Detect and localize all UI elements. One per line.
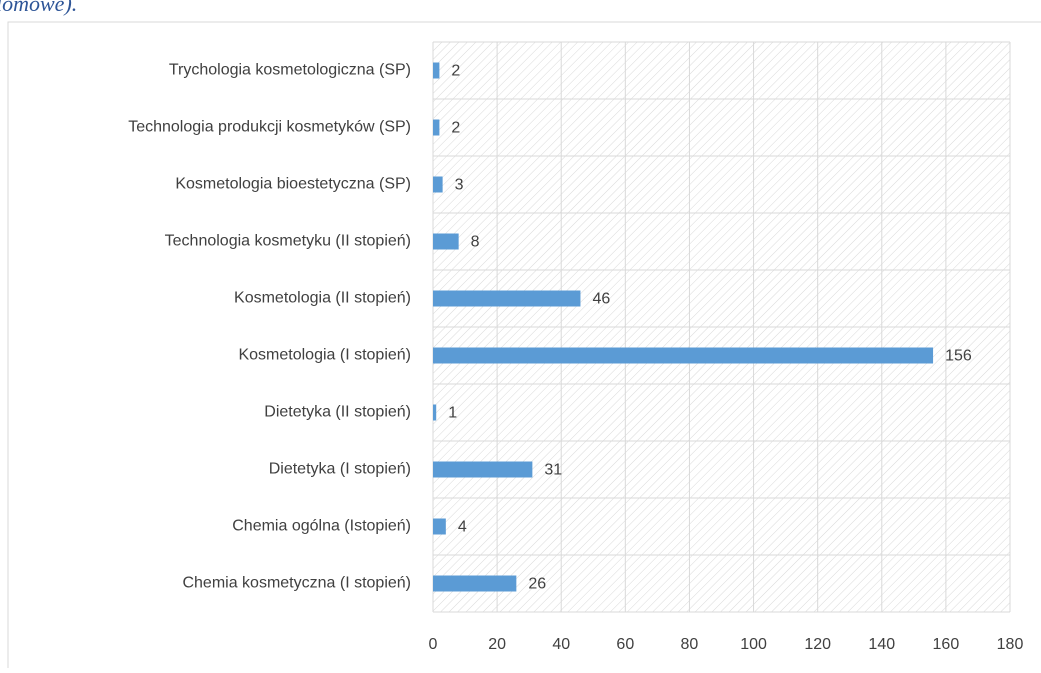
- x-tick-label: 180: [997, 636, 1024, 653]
- chart-title: lomowe).: [0, 0, 77, 16]
- bar: [433, 62, 440, 79]
- bar: [433, 233, 459, 250]
- data-label: 2: [451, 120, 460, 137]
- y-tick-label: Dietetyka (I stopień): [269, 461, 411, 478]
- x-tick-label: 140: [868, 636, 895, 653]
- data-label: 31: [544, 462, 562, 479]
- y-tick-label: Kosmetologia (II stopień): [234, 290, 411, 307]
- data-label: 46: [592, 291, 610, 308]
- bar: [433, 347, 934, 364]
- bar: [433, 119, 440, 136]
- bar: [433, 518, 446, 535]
- x-tick-label: 160: [933, 636, 960, 653]
- y-tick-label: Chemia ogólna (Istopień): [232, 518, 411, 535]
- bar: [433, 404, 437, 421]
- data-label: 1: [448, 405, 457, 422]
- data-label: 3: [455, 177, 464, 194]
- y-tick-label: Kosmetologia (I stopień): [238, 347, 411, 364]
- data-label: 8: [471, 234, 480, 251]
- x-tick-label: 40: [552, 636, 570, 653]
- y-tick-label: Kosmetologia bioestetyczna (SP): [175, 176, 411, 193]
- bar: [433, 290, 581, 307]
- data-label: 156: [945, 348, 972, 365]
- y-tick-label: Technologia kosmetyku (II stopień): [165, 233, 411, 250]
- bar: [433, 575, 517, 592]
- data-label: 2: [451, 63, 460, 80]
- data-label: 4: [458, 519, 467, 536]
- y-tick-label: Technologia produkcji kosmetyków (SP): [128, 119, 411, 136]
- y-tick-label: Chemia kosmetyczna (I stopień): [182, 575, 411, 592]
- data-label: 26: [528, 576, 546, 593]
- chart-border: [7, 21, 1041, 673]
- x-tick-label: 120: [804, 636, 831, 653]
- x-tick-label: 60: [616, 636, 634, 653]
- x-tick-label: 80: [681, 636, 699, 653]
- x-tick-label: 0: [429, 636, 438, 653]
- bar: [433, 176, 443, 193]
- x-tick-label: 100: [740, 636, 767, 653]
- x-tick-label: 20: [488, 636, 506, 653]
- y-tick-label: Dietetyka (II stopień): [264, 404, 411, 421]
- bar: [433, 461, 533, 478]
- y-tick-label: Trychologia kosmetologiczna (SP): [169, 62, 411, 79]
